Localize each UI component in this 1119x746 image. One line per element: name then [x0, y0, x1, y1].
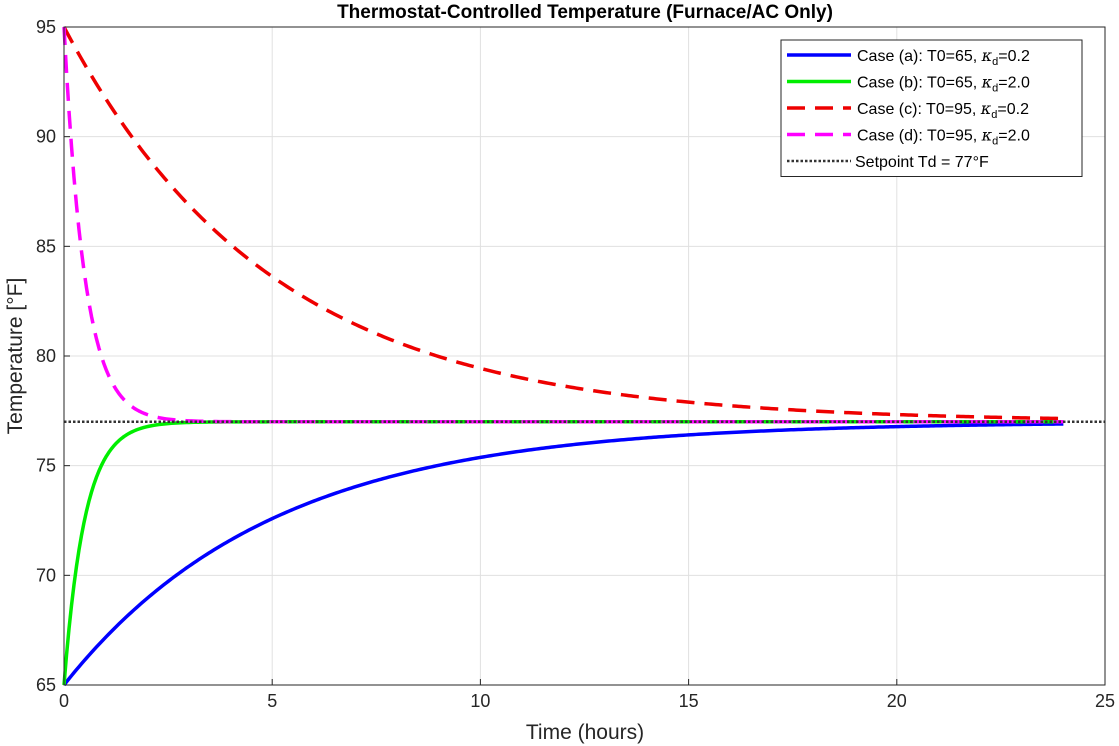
x-tick-label: 10	[470, 691, 490, 711]
y-axis-label: Temperature [°F]	[4, 278, 27, 435]
series-line-1	[62, 422, 1064, 687]
y-tick-label: 70	[36, 565, 56, 585]
legend[interactable]: Case (a): T0=65, κd=0.2 Case (b): T0=65, …	[780, 39, 1083, 177]
legend-entry-2: Case (b): T0=65, κd=2.0	[857, 73, 1030, 95]
series-layer	[62, 26, 1105, 687]
y-axis: 65 70 75 80 85 90 95	[36, 17, 70, 695]
y-tick-label: 80	[36, 346, 56, 366]
y-tick-label: 75	[36, 456, 56, 476]
legend-entry-4: Case (d): T0=95, κd=2.0	[857, 126, 1030, 148]
x-tick-label: 15	[679, 691, 699, 711]
legend-entry-3: Case (c): T0=95, κd=0.2	[857, 99, 1029, 121]
x-tick-label: 0	[59, 691, 69, 711]
chart-title: Thermostat-Controlled Temperature (Furna…	[337, 2, 833, 23]
x-axis: 0 5 10 15 20 25	[59, 679, 1115, 711]
x-axis-label: Time (hours)	[526, 721, 644, 744]
x-tick-label: 25	[1095, 691, 1115, 711]
y-tick-label: 85	[36, 236, 56, 256]
y-tick-label: 65	[36, 675, 56, 695]
y-tick-label: 95	[36, 17, 56, 37]
x-tick-label: 20	[887, 691, 907, 711]
legend-entry-5: Setpoint Td = 77°F	[855, 154, 989, 171]
legend-entry-1: Case (a): T0=65, κd=0.2	[857, 46, 1030, 68]
y-tick-label: 90	[36, 127, 56, 147]
x-tick-label: 5	[267, 691, 277, 711]
